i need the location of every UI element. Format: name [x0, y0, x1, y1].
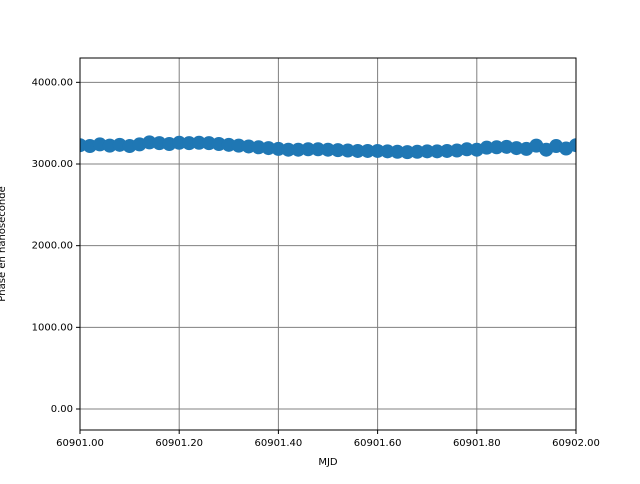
point	[459, 142, 474, 157]
x-tick-label: 60901.80	[453, 438, 501, 449]
y-tick-label: 0.00	[51, 404, 73, 415]
point	[400, 145, 415, 160]
x-axis-label: MJD	[318, 457, 338, 468]
point	[420, 144, 435, 159]
point	[301, 142, 316, 157]
x-tick-label: 60902.00	[552, 438, 600, 449]
x-tick-label: 60901.20	[155, 438, 203, 449]
point	[350, 143, 365, 158]
ticks: 60901.00 60901.20 60901.40 60901.60 60901.80…	[32, 77, 600, 449]
y-tick-label: 3000.00	[32, 159, 73, 170]
point	[330, 143, 345, 158]
point	[281, 142, 296, 157]
point	[370, 143, 385, 158]
point	[321, 142, 335, 157]
plot-frame	[79, 57, 577, 431]
y-tick-label: 1000.00	[32, 322, 73, 333]
x-tick-label: 60901.60	[354, 438, 402, 449]
point	[489, 140, 504, 155]
y-axis-label: Phase en nanoseconde	[0, 186, 8, 301]
point	[291, 142, 306, 157]
point	[390, 144, 405, 159]
point	[410, 144, 425, 159]
point	[182, 136, 197, 151]
point	[479, 140, 494, 155]
y-tick-label: 2000.00	[32, 241, 73, 252]
point	[430, 144, 445, 159]
point	[311, 142, 326, 157]
point	[340, 143, 355, 158]
point	[360, 143, 375, 158]
y-tick-label: 4000.00	[32, 77, 73, 88]
point	[569, 138, 576, 153]
x-tick-label: 60901.00	[56, 438, 104, 449]
point	[380, 144, 395, 159]
points	[80, 135, 576, 160]
point	[172, 135, 187, 150]
x-tick-label: 60901.40	[255, 438, 303, 449]
point	[440, 143, 455, 158]
point	[192, 135, 207, 150]
